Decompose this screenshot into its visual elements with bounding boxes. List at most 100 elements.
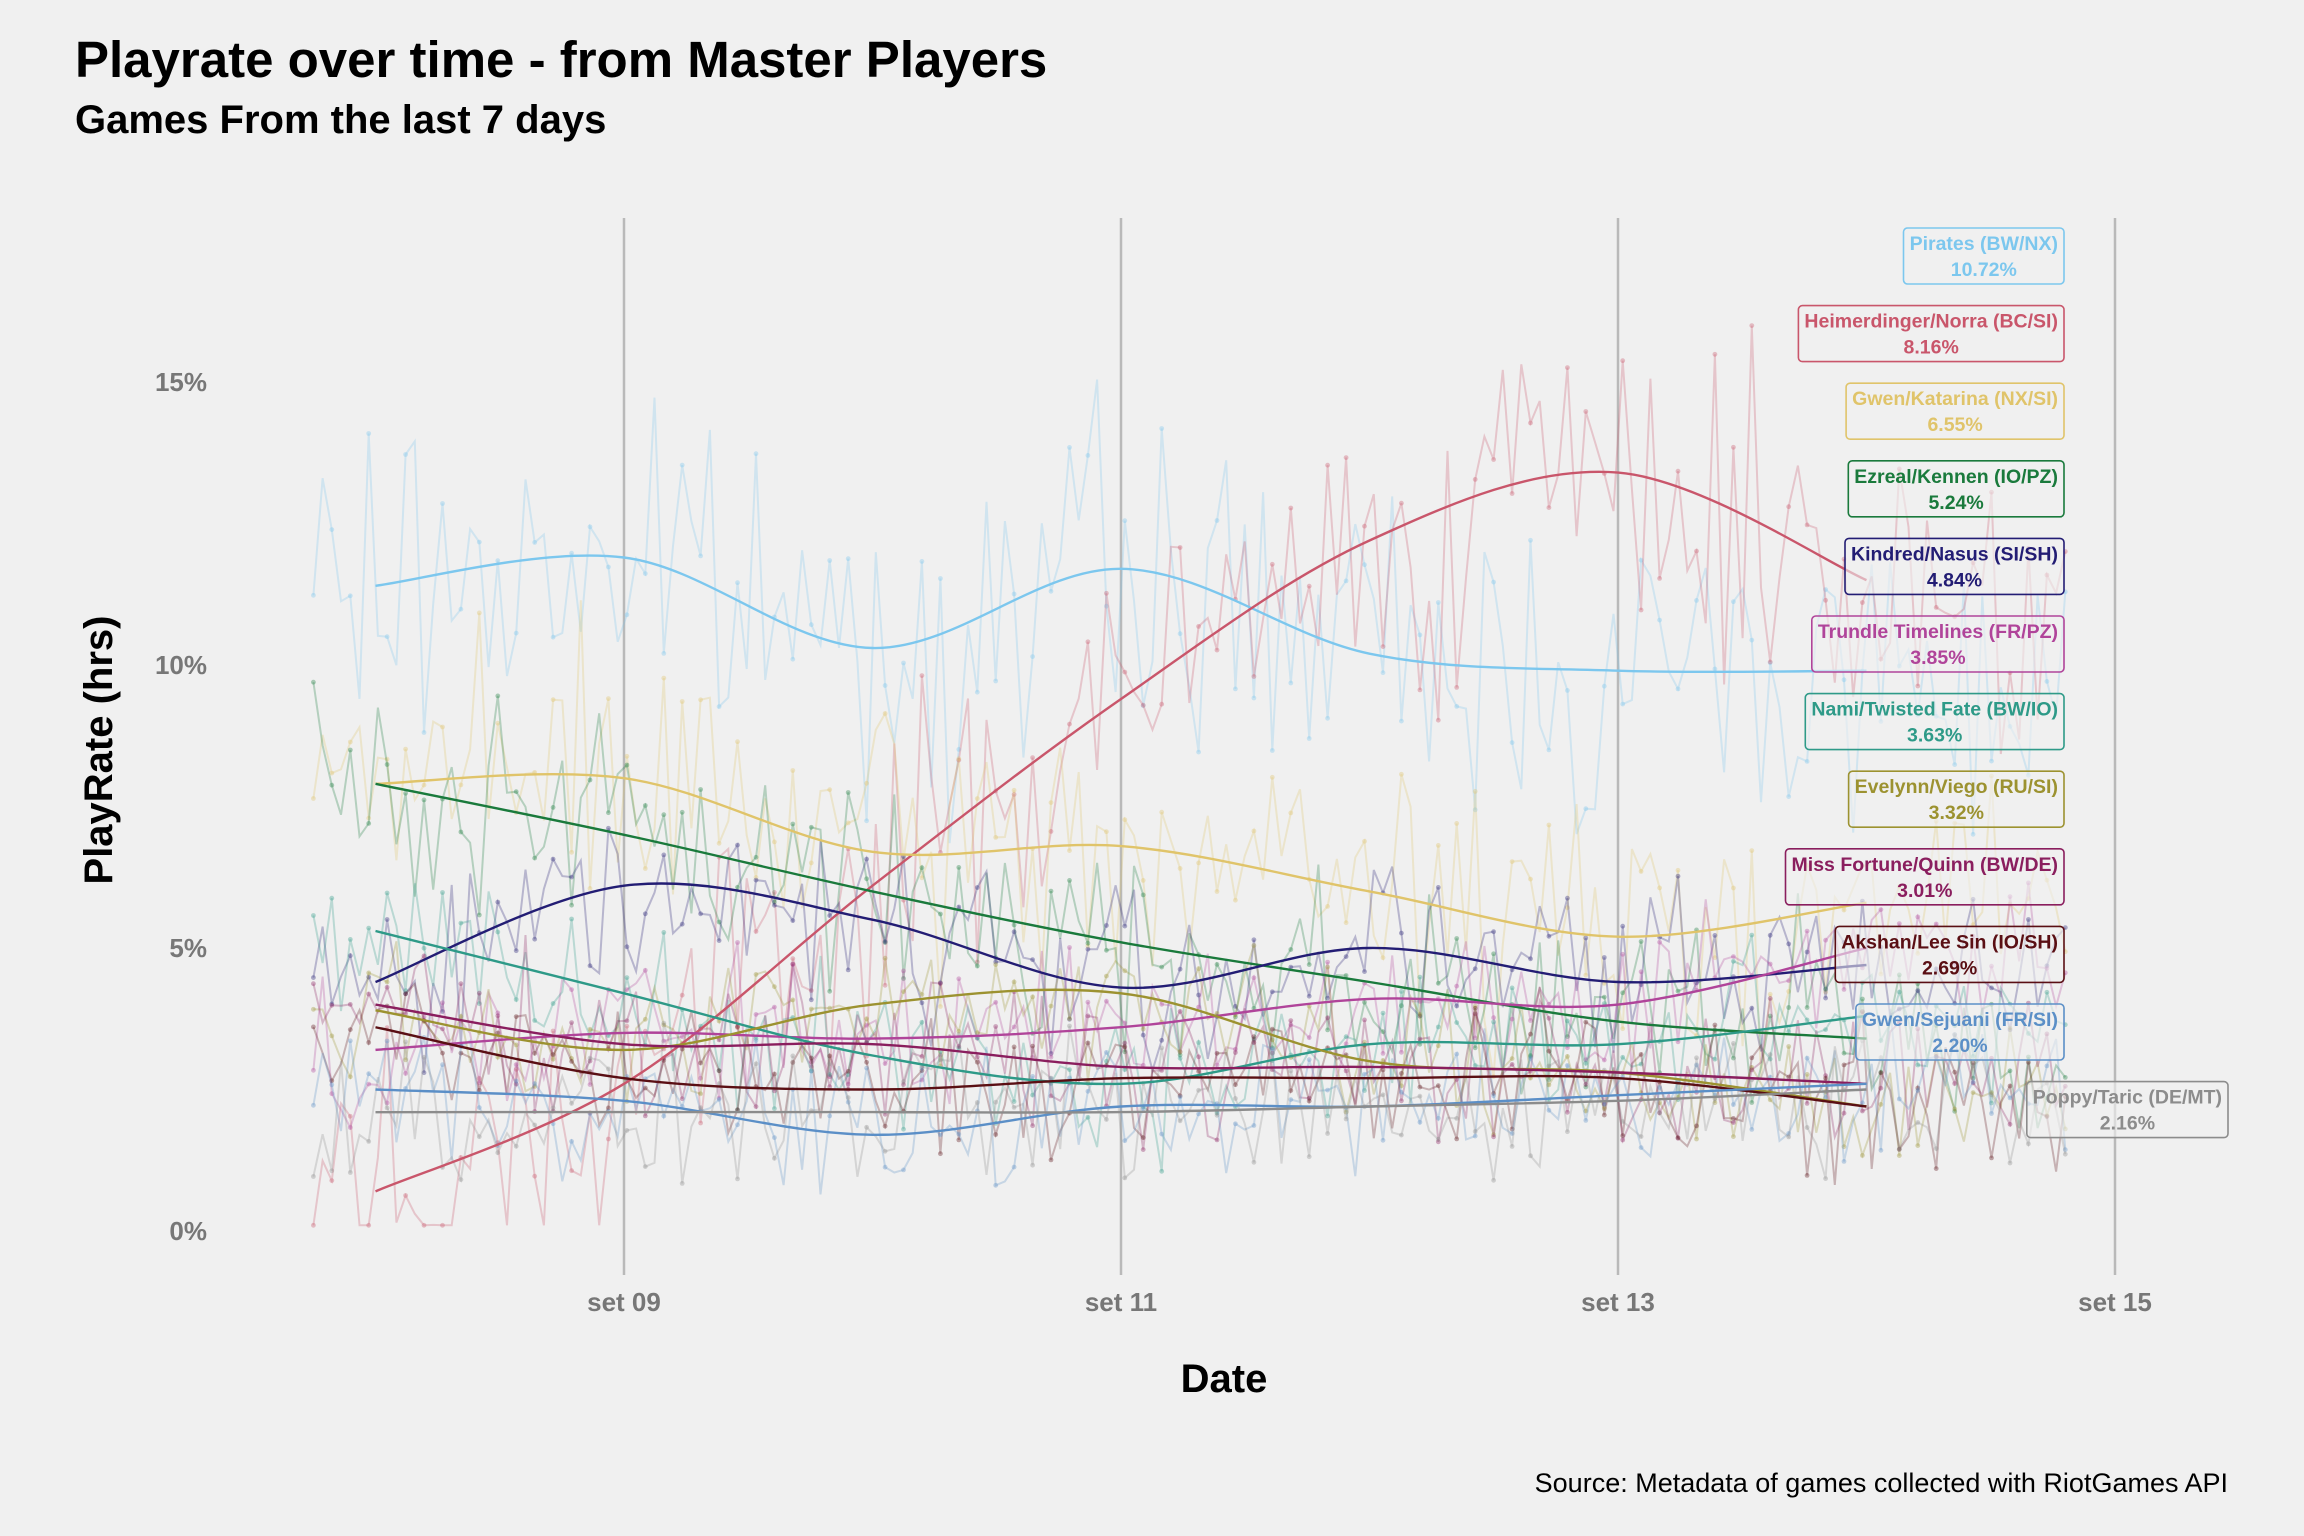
raw-point <box>495 1150 501 1156</box>
raw-point <box>1159 701 1165 707</box>
series-label-value: 6.55% <box>1927 414 1982 436</box>
raw-point <box>956 757 962 763</box>
raw-point <box>1712 666 1718 672</box>
raw-point <box>938 1132 943 1138</box>
raw-point <box>679 809 685 815</box>
raw-point <box>938 1151 943 1157</box>
raw-point <box>1841 987 1847 992</box>
raw-point <box>1767 932 1773 938</box>
raw-point <box>1712 1100 1718 1106</box>
raw-point <box>569 1056 574 1061</box>
raw-point <box>1528 1018 1533 1023</box>
raw-point <box>1657 1110 1662 1116</box>
raw-point <box>1048 1076 1054 1081</box>
raw-point <box>347 1170 353 1175</box>
raw-point <box>624 1018 630 1024</box>
raw-point <box>1325 1087 1330 1093</box>
raw-point <box>624 753 630 759</box>
raw-point <box>1731 1120 1736 1125</box>
raw-point <box>1196 1069 1201 1074</box>
raw-point <box>1472 1005 1478 1011</box>
raw-point <box>1565 688 1570 693</box>
raw-point <box>1067 945 1072 950</box>
raw-point <box>1214 1112 1220 1118</box>
raw-point <box>1546 1048 1552 1054</box>
raw-point <box>347 1113 353 1119</box>
raw-point <box>1472 1045 1478 1051</box>
raw-point <box>1269 1037 1275 1043</box>
series-label: Pirates (BW/NX) 10.72% <box>1902 227 2065 285</box>
raw-point <box>956 865 962 870</box>
raw-point <box>1233 1014 1238 1020</box>
series-line <box>375 772 1867 938</box>
raw-point <box>716 1096 722 1102</box>
raw-point <box>1565 1034 1570 1039</box>
raw-point <box>366 925 372 931</box>
raw-point <box>1104 923 1109 928</box>
raw-point <box>329 1002 335 1008</box>
raw-point <box>1878 1102 1884 1107</box>
raw-point <box>1675 873 1681 879</box>
raw-point <box>532 540 538 545</box>
raw-point <box>808 1059 814 1065</box>
raw-point <box>495 720 501 726</box>
raw-point <box>569 1020 574 1025</box>
raw-point <box>698 697 703 703</box>
raw-point <box>1583 1057 1589 1063</box>
raw-point <box>845 1095 851 1100</box>
raw-point <box>347 1038 353 1044</box>
raw-point <box>347 1002 353 1007</box>
raw-point <box>1030 1092 1035 1098</box>
raw-trace <box>312 379 2067 844</box>
raw-point <box>329 1091 335 1097</box>
series-label: Nami/Twisted Fate (BW/IO) 3.63% <box>1804 692 2065 751</box>
raw-point <box>1362 969 1367 974</box>
raw-point <box>1731 1041 1736 1046</box>
raw-point <box>311 796 316 801</box>
raw-point <box>587 524 593 530</box>
raw-point <box>1565 1063 1570 1068</box>
raw-point <box>1528 956 1533 962</box>
raw-point <box>1380 1010 1386 1016</box>
raw-point <box>753 1012 759 1017</box>
raw-point <box>421 953 427 959</box>
raw-point <box>642 866 648 871</box>
raw-point <box>1030 755 1035 760</box>
raw-point <box>845 556 851 562</box>
series-label-name: Miss Fortune/Quinn (BW/DE) <box>1792 854 2058 876</box>
raw-point <box>1435 1115 1441 1121</box>
raw-point <box>1657 885 1662 891</box>
raw-point <box>1306 736 1312 741</box>
raw-point <box>421 730 427 735</box>
raw-point <box>864 818 869 824</box>
raw-point <box>1491 1091 1496 1096</box>
raw-point <box>974 959 980 965</box>
raw-point <box>1251 1159 1257 1165</box>
raw-point <box>993 999 999 1005</box>
raw-point <box>1823 1073 1828 1078</box>
raw-point <box>1085 946 1091 952</box>
raw-point <box>698 1120 703 1126</box>
raw-point <box>772 984 777 990</box>
raw-point <box>311 1222 316 1228</box>
raw-point <box>827 558 833 563</box>
raw-point <box>1159 1001 1165 1007</box>
raw-point <box>1417 1084 1423 1090</box>
raw-point <box>808 860 814 866</box>
raw-point <box>1399 989 1404 994</box>
raw-point <box>384 762 390 767</box>
raw-data-traces <box>311 323 2068 1228</box>
raw-point <box>753 854 759 860</box>
raw-point <box>1104 1117 1109 1122</box>
raw-point <box>329 527 335 532</box>
raw-point <box>1915 1062 1921 1068</box>
raw-point <box>1233 1096 1238 1101</box>
raw-point <box>476 610 482 616</box>
raw-point <box>790 1053 796 1059</box>
raw-point <box>421 1014 427 1020</box>
raw-point <box>1011 929 1017 935</box>
raw-point <box>1011 591 1017 597</box>
raw-point <box>1860 1100 1865 1106</box>
raw-point <box>1638 1145 1644 1150</box>
raw-point <box>532 936 538 942</box>
